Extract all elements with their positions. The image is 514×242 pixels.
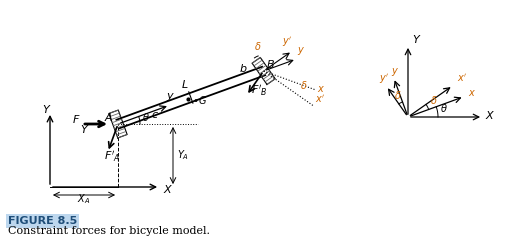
Text: $Y$: $Y$ [42,103,51,115]
Text: $F'_B$: $F'_B$ [251,83,268,98]
Text: $X_A$: $X_A$ [78,192,90,206]
Text: $L$: $L$ [181,78,188,91]
Text: $F$: $F$ [72,113,81,125]
Text: $y$: $y$ [166,91,175,103]
Text: $\delta$: $\delta$ [300,79,307,91]
Text: $\delta$: $\delta$ [430,94,438,106]
Text: $F'_A$: $F'_A$ [104,150,120,164]
Text: $y$: $y$ [297,45,305,57]
Text: $x'$: $x'$ [457,73,467,84]
Text: $x$: $x$ [468,88,476,98]
Text: $X$: $X$ [163,183,173,195]
Text: $\delta$: $\delta$ [254,40,262,52]
Text: $y'$: $y'$ [282,35,292,49]
Text: Constraint forces for bicycle model.: Constraint forces for bicycle model. [8,226,210,236]
Text: $B$: $B$ [266,58,274,70]
Text: $\delta$: $\delta$ [394,89,401,101]
Text: $x'$: $x'$ [315,94,325,106]
Text: FIGURE 8.5: FIGURE 8.5 [8,216,77,226]
Text: $Y$: $Y$ [80,123,89,135]
Text: $x$: $x$ [317,84,325,94]
Text: $c$: $c$ [151,110,158,120]
Text: $Y$: $Y$ [412,33,421,45]
Text: $\theta$: $\theta$ [440,102,448,114]
Text: $y'$: $y'$ [379,73,389,86]
Text: $y$: $y$ [391,66,399,78]
Text: $\theta$: $\theta$ [142,111,150,123]
Text: $\bullet G$: $\bullet G$ [192,94,207,106]
Text: $Y_A$: $Y_A$ [177,149,189,162]
Text: $b$: $b$ [240,61,248,74]
Text: $A$: $A$ [104,111,114,123]
Text: $X$: $X$ [485,109,495,121]
